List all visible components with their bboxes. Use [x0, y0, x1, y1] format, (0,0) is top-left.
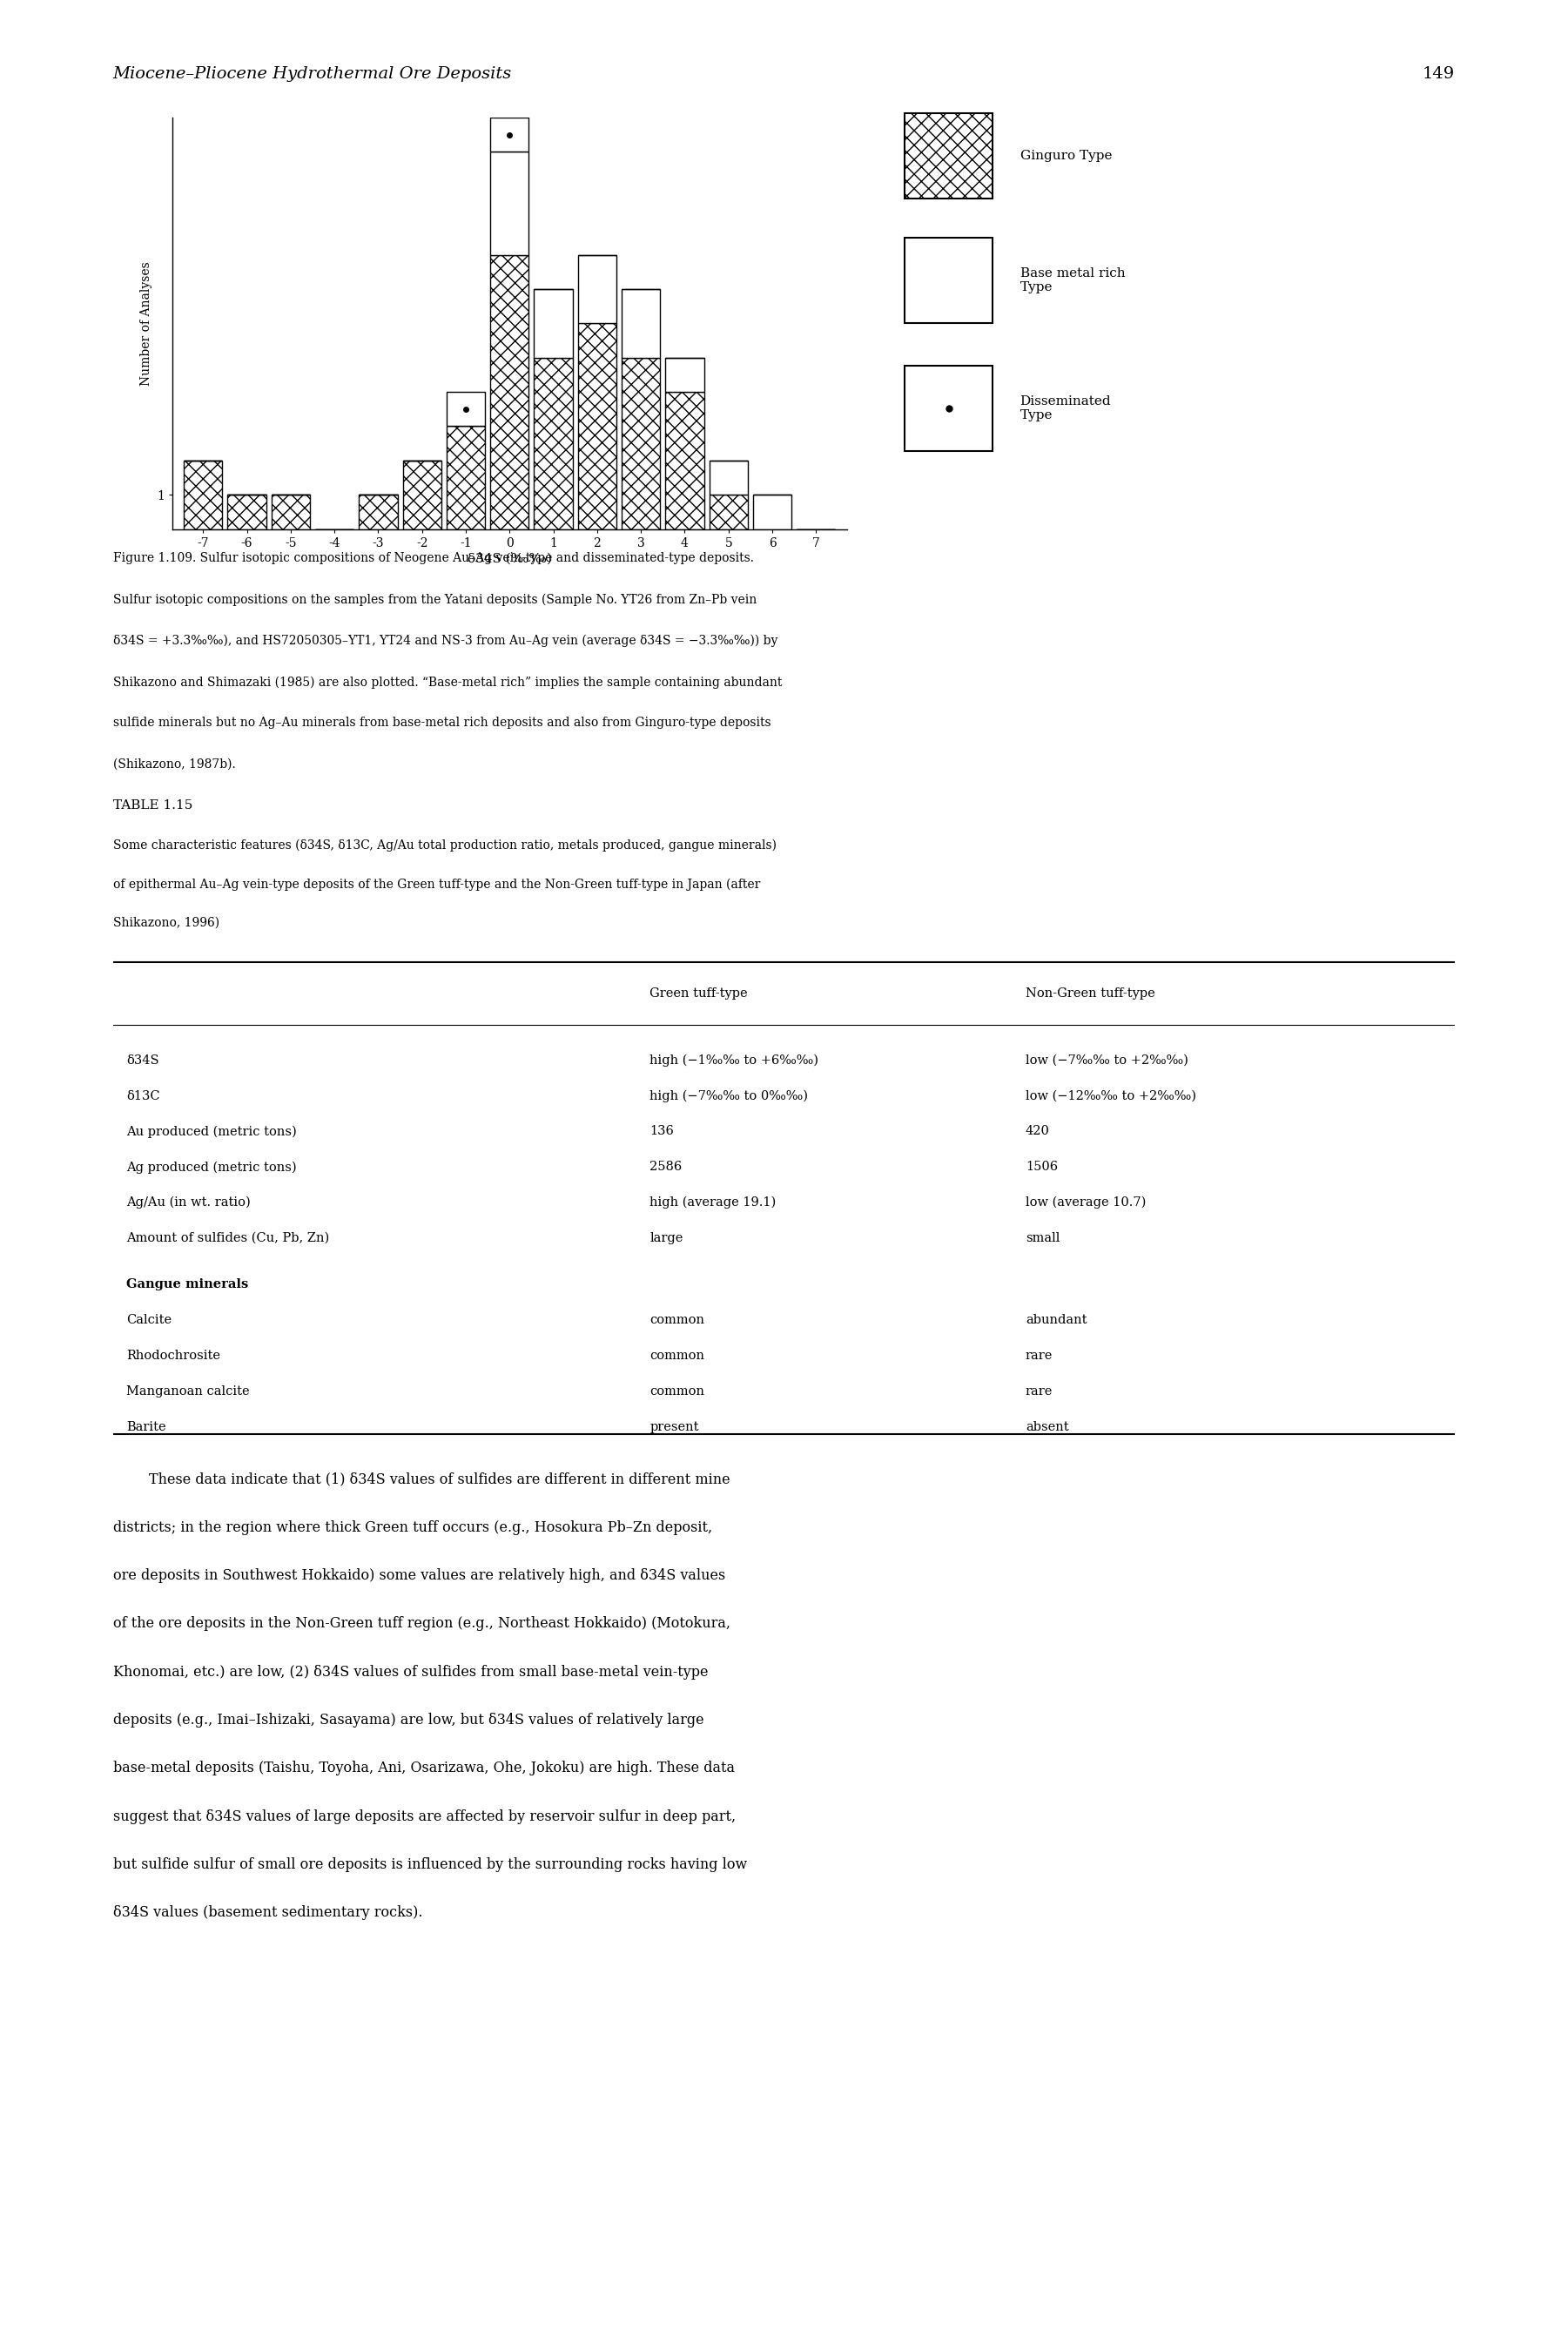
Text: Gangue minerals: Gangue minerals: [127, 1279, 248, 1291]
Text: δ34S: δ34S: [127, 1053, 158, 1067]
Bar: [621, 357, 660, 529]
Text: 420: 420: [1025, 1126, 1051, 1138]
Bar: [491, 118, 528, 153]
Text: high (−7‰‰ to 0‰‰): high (−7‰‰ to 0‰‰): [649, 1089, 808, 1103]
Bar: [227, 494, 267, 529]
Text: 149: 149: [1422, 66, 1455, 82]
Bar: [621, 289, 660, 357]
Bar: [905, 237, 993, 322]
Text: Some characteristic features (δ34S, δ13C, Ag/Au total production ratio, metals p: Some characteristic features (δ34S, δ13C…: [113, 839, 776, 851]
Bar: [359, 494, 398, 529]
Text: small: small: [1025, 1232, 1060, 1244]
Text: Sulfur isotopic compositions on the samples from the Yatani deposits (Sample No.: Sulfur isotopic compositions on the samp…: [113, 592, 756, 607]
Text: high (−1‰‰ to +6‰‰): high (−1‰‰ to +6‰‰): [649, 1053, 818, 1067]
Text: absent: absent: [1025, 1420, 1069, 1434]
Bar: [403, 461, 441, 529]
Text: 136: 136: [649, 1126, 674, 1138]
Text: Manganoan calcite: Manganoan calcite: [127, 1385, 249, 1396]
Bar: [535, 289, 572, 357]
Text: large: large: [649, 1232, 684, 1244]
Text: abundant: abundant: [1025, 1314, 1087, 1326]
Text: Base metal rich
Type: Base metal rich Type: [1019, 268, 1124, 294]
Text: Calcite: Calcite: [127, 1314, 172, 1326]
Text: base-metal deposits (Taishu, Toyoha, Ani, Osarizawa, Ohe, Jokoku) are high. Thes: base-metal deposits (Taishu, Toyoha, Ani…: [113, 1761, 734, 1775]
Bar: [491, 254, 528, 529]
Bar: [753, 494, 792, 529]
Text: 1506: 1506: [1025, 1161, 1058, 1173]
Text: Figure 1.109. Sulfur isotopic compositions of Neogene Au–Ag vein-type and dissem: Figure 1.109. Sulfur isotopic compositio…: [113, 552, 754, 564]
Bar: [491, 153, 528, 254]
Text: of epithermal Au–Ag vein-type deposits of the Green tuff-type and the Non-Green : of epithermal Au–Ag vein-type deposits o…: [113, 877, 760, 891]
Text: Disseminated
Type: Disseminated Type: [1019, 395, 1112, 421]
Text: suggest that δ34S values of large deposits are affected by reservoir sulfur in d: suggest that δ34S values of large deposi…: [113, 1810, 735, 1824]
Text: Au produced (metric tons): Au produced (metric tons): [127, 1126, 296, 1138]
Text: common: common: [649, 1385, 704, 1396]
Bar: [709, 494, 748, 529]
Text: Ag produced (metric tons): Ag produced (metric tons): [127, 1161, 296, 1173]
Text: common: common: [649, 1349, 704, 1361]
Bar: [905, 364, 993, 451]
Y-axis label: Number of Analyses: Number of Analyses: [140, 261, 152, 386]
Text: Miocene–Pliocene Hydrothermal Ore Deposits: Miocene–Pliocene Hydrothermal Ore Deposi…: [113, 66, 511, 82]
Bar: [183, 461, 223, 529]
Bar: [535, 357, 572, 529]
Bar: [579, 324, 616, 529]
Text: rare: rare: [1025, 1385, 1054, 1396]
Bar: [447, 426, 485, 529]
Text: These data indicate that (1) δ34S values of sulfides are different in different : These data indicate that (1) δ34S values…: [113, 1472, 729, 1486]
Text: Rhodochrosite: Rhodochrosite: [127, 1349, 221, 1361]
Text: districts; in the region where thick Green tuff occurs (e.g., Hosokura Pb–Zn dep: districts; in the region where thick Gre…: [113, 1521, 712, 1535]
Text: 2586: 2586: [649, 1161, 682, 1173]
Text: δ13C: δ13C: [127, 1091, 160, 1103]
Text: present: present: [649, 1420, 699, 1434]
Bar: [905, 113, 993, 200]
Text: δ34S values (basement sedimentary rocks).: δ34S values (basement sedimentary rocks)…: [113, 1904, 422, 1921]
Text: δ34S = +3.3‰‰), and HS72050305–YT1, YT24 and NS-3 from Au–Ag vein (average δ34S : δ34S = +3.3‰‰), and HS72050305–YT1, YT24…: [113, 635, 778, 647]
Text: Ag/Au (in wt. ratio): Ag/Au (in wt. ratio): [127, 1197, 251, 1208]
Bar: [271, 494, 310, 529]
Bar: [665, 393, 704, 529]
Text: (Shikazono, 1987b).: (Shikazono, 1987b).: [113, 757, 235, 771]
Text: high (average 19.1): high (average 19.1): [649, 1197, 776, 1208]
Text: Non-Green tuff-type: Non-Green tuff-type: [1025, 987, 1156, 999]
Text: Ginguro Type: Ginguro Type: [1019, 150, 1112, 162]
Bar: [665, 357, 704, 393]
Text: sulfide minerals but no Ag–Au minerals from base-metal rich deposits and also fr: sulfide minerals but no Ag–Au minerals f…: [113, 717, 771, 729]
X-axis label: δ34S (‰‰): δ34S (‰‰): [467, 552, 552, 564]
Text: Shikazono, 1996): Shikazono, 1996): [113, 917, 220, 929]
Text: TABLE 1.15: TABLE 1.15: [113, 799, 193, 811]
Text: low (−7‰‰ to +2‰‰): low (−7‰‰ to +2‰‰): [1025, 1053, 1189, 1067]
Text: Barite: Barite: [127, 1420, 166, 1434]
Text: rare: rare: [1025, 1349, 1054, 1361]
Text: deposits (e.g., Imai–Ishizaki, Sasayama) are low, but δ34S values of relatively : deposits (e.g., Imai–Ishizaki, Sasayama)…: [113, 1712, 704, 1728]
Bar: [579, 254, 616, 324]
Text: Khonomai, etc.) are low, (2) δ34S values of sulfides from small base-metal vein-: Khonomai, etc.) are low, (2) δ34S values…: [113, 1665, 709, 1679]
Text: ore deposits in Southwest Hokkaido) some values are relatively high, and δ34S va: ore deposits in Southwest Hokkaido) some…: [113, 1568, 724, 1582]
Text: Green tuff-type: Green tuff-type: [649, 987, 748, 999]
Bar: [709, 461, 748, 494]
Text: Shikazono and Shimazaki (1985) are also plotted. “Base-metal rich” implies the s: Shikazono and Shimazaki (1985) are also …: [113, 677, 782, 689]
Text: low (average 10.7): low (average 10.7): [1025, 1197, 1146, 1208]
Text: common: common: [649, 1314, 704, 1326]
Text: Amount of sulfides (Cu, Pb, Zn): Amount of sulfides (Cu, Pb, Zn): [127, 1232, 329, 1244]
Text: of the ore deposits in the Non-Green tuff region (e.g., Northeast Hokkaido) (Mot: of the ore deposits in the Non-Green tuf…: [113, 1617, 731, 1632]
Text: but sulfide sulfur of small ore deposits is influenced by the surrounding rocks : but sulfide sulfur of small ore deposits…: [113, 1857, 746, 1871]
Text: low (−12‰‰ to +2‰‰): low (−12‰‰ to +2‰‰): [1025, 1091, 1196, 1103]
Bar: [447, 393, 485, 426]
